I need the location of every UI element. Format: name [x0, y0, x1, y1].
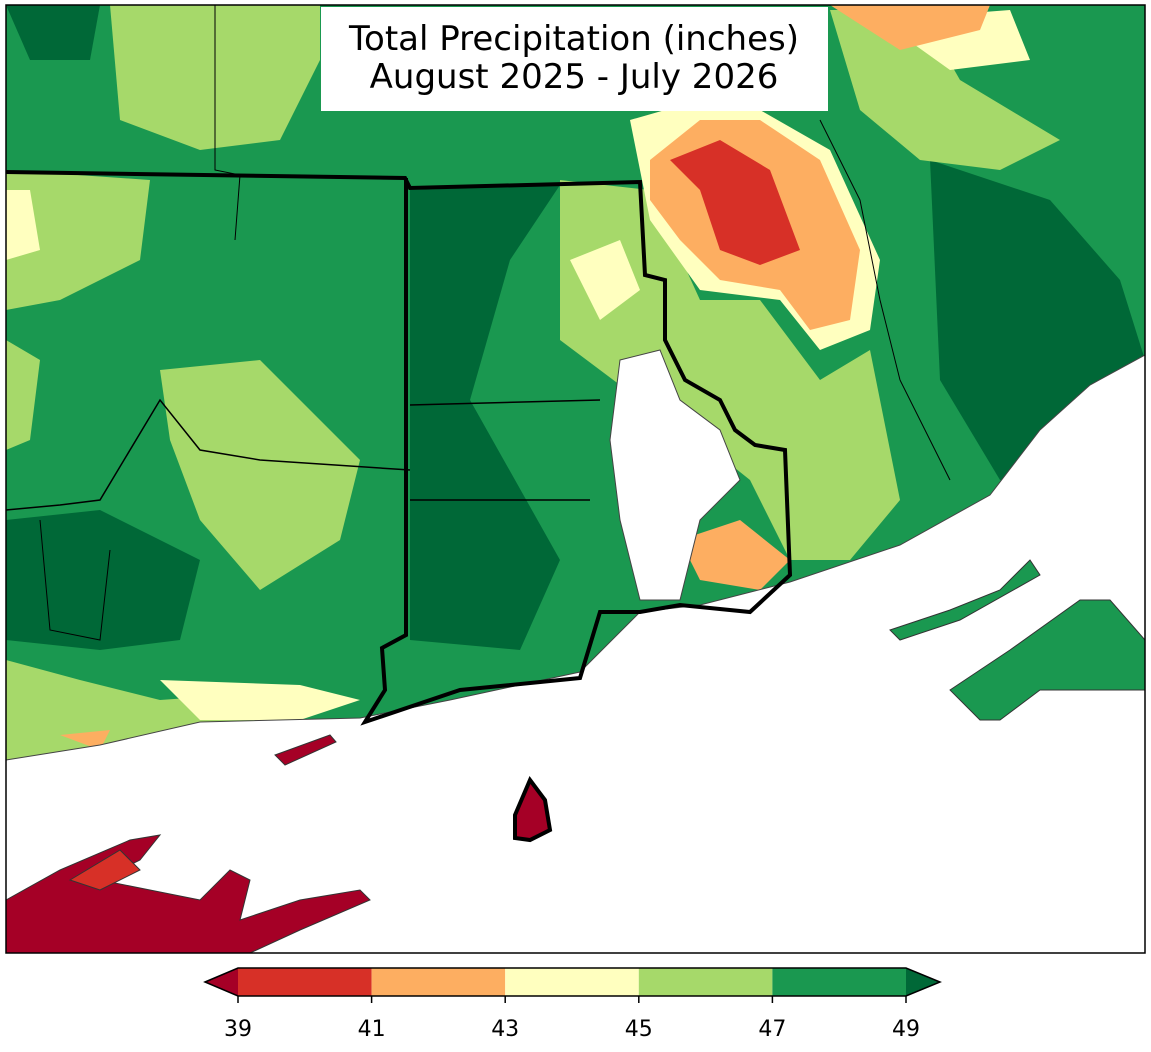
colorbar-tick-label: 49 — [892, 1017, 920, 1042]
island — [68, 849, 141, 891]
colorbar-band — [238, 968, 372, 996]
colorbar-tick-label: 43 — [491, 1017, 519, 1042]
island — [274, 734, 337, 766]
region-very-dry — [670, 140, 800, 265]
colorbar-over — [906, 968, 940, 996]
bay — [609, 349, 741, 601]
colorbar-band — [772, 968, 906, 996]
colorbar-tick-label: 45 — [625, 1017, 653, 1042]
colorbar: 39 41 43 45 47 49 — [203, 967, 942, 1042]
colorbar-band — [638, 968, 773, 996]
title-line: Total Precipitation (inches) — [348, 19, 799, 59]
borders — [5, 5, 951, 726]
map: Total Precipitation (inches) August 2025… — [5, 4, 1146, 954]
title-box — [321, 7, 828, 111]
island — [513, 776, 553, 843]
colorbar-tick-label: 47 — [758, 1017, 786, 1042]
colorbar-tick-label: 39 — [224, 1017, 252, 1042]
island — [889, 559, 1041, 641]
colorbar-tick-label: 41 — [358, 1017, 386, 1042]
title-line: August 2025 - July 2026 — [370, 57, 779, 97]
colorbar-band — [371, 968, 506, 996]
map-frame — [5, 4, 1146, 954]
colorbar-under — [205, 968, 238, 996]
colorbar-band — [505, 968, 639, 996]
